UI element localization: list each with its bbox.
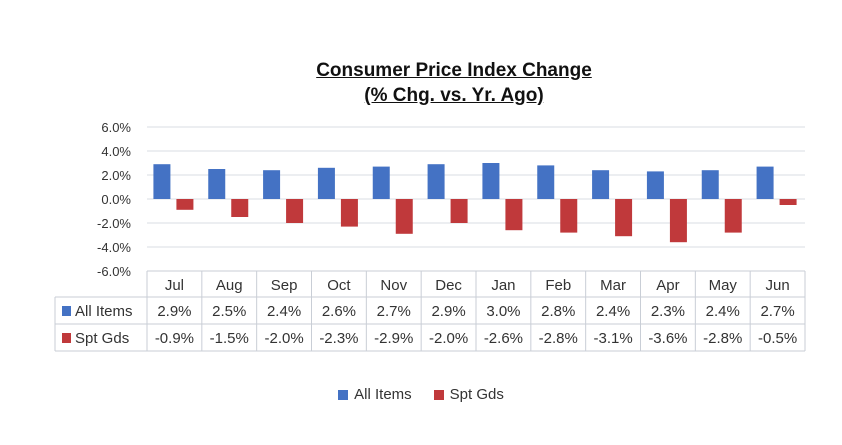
x-tick-label: Jan [491, 277, 515, 294]
x-tick-label: May [709, 277, 738, 294]
bar-spt-gds [395, 199, 413, 234]
data-label: 2.9% [157, 303, 191, 320]
bar-spt-gds [779, 199, 797, 205]
bar-all-items [756, 166, 774, 199]
chart-title: Consumer Price Index Change (% Chg. vs. … [0, 58, 842, 108]
legend-swatch-all-items [338, 389, 349, 400]
data-label: -1.5% [210, 330, 249, 347]
data-label: -0.5% [758, 330, 797, 347]
bar-spt-gds [340, 199, 358, 227]
bar-spt-gds [176, 199, 194, 210]
x-tick-label: Jun [765, 277, 789, 294]
x-tick-label: Sep [271, 277, 298, 294]
bars [153, 163, 797, 243]
data-label: 2.4% [706, 303, 740, 320]
x-tick-label: Apr [656, 277, 679, 294]
bar-spt-gds [286, 199, 304, 223]
data-label: 2.4% [267, 303, 301, 320]
data-label: 2.8% [541, 303, 575, 320]
bar-all-items [317, 167, 335, 199]
data-label: 2.9% [431, 303, 465, 320]
data-label: -2.0% [264, 330, 303, 347]
bar-spt-gds [615, 199, 633, 237]
bar-all-items [537, 165, 555, 199]
data-label: -3.1% [593, 330, 632, 347]
y-tick-label: -4.0% [97, 240, 131, 255]
data-label: 2.7% [377, 303, 411, 320]
x-tick-label: Nov [380, 277, 407, 294]
y-axis: -6.0% -4.0% -2.0% 0.0% 2.0% 4.0% 6.0% [97, 120, 131, 279]
bar-all-items [646, 171, 664, 199]
x-tick-label: Mar [600, 277, 626, 294]
gridlines [147, 126, 805, 272]
bar-all-items [482, 163, 500, 199]
chart-title-line-2: (% Chg. vs. Yr. Ago) [364, 85, 544, 106]
bar-spt-gds [450, 199, 468, 223]
y-tick-label: 0.0% [101, 192, 131, 207]
data-label: -2.8% [539, 330, 578, 347]
bar-all-items [372, 166, 390, 199]
data-label: -2.9% [374, 330, 413, 347]
table-row-label-spt-gds: Spt Gds [75, 330, 129, 347]
legend-item-spt-gds: Spt Gds [433, 386, 504, 403]
table-row-label-all-items: All Items [75, 303, 133, 320]
bar-all-items [208, 169, 226, 199]
y-tick-label: 6.0% [101, 120, 131, 135]
data-label: 2.5% [212, 303, 246, 320]
x-tick-label: Dec [435, 277, 462, 294]
legend: All Items Spt Gds [0, 386, 842, 403]
data-label: -2.6% [484, 330, 523, 347]
x-tick-label: Feb [545, 277, 571, 294]
x-tick-label: Oct [327, 277, 351, 294]
bar-all-items [263, 170, 281, 199]
table-swatch-spt-gds [62, 333, 71, 343]
bar-spt-gds [724, 199, 742, 233]
bar-all-items [153, 164, 171, 199]
data-label: 2.6% [322, 303, 356, 320]
y-tick-label: 2.0% [101, 168, 131, 183]
x-tick-label: Aug [216, 277, 243, 294]
data-label: -0.9% [155, 330, 194, 347]
data-label: -2.3% [319, 330, 358, 347]
table-swatch-all-items [62, 306, 71, 316]
data-table: Jul Aug Sep Oct Nov Dec Jan Feb Mar Apr May Jun All … [54, 270, 806, 352]
data-label: -3.6% [648, 330, 687, 347]
bar-spt-gds [560, 199, 578, 233]
bar-spt-gds [669, 199, 687, 243]
x-tick-label: Jul [165, 277, 184, 294]
legend-label-spt-gds: Spt Gds [449, 386, 504, 403]
data-label: -2.0% [429, 330, 468, 347]
data-label: 2.4% [596, 303, 630, 320]
bar-spt-gds [505, 199, 523, 231]
legend-item-all-items: All Items [338, 386, 412, 403]
y-tick-label: -6.0% [97, 264, 131, 279]
y-tick-label: -2.0% [97, 216, 131, 231]
bar-all-items [701, 170, 719, 199]
chart-title-line-1: Consumer Price Index Change [316, 60, 592, 81]
bar-all-items [592, 170, 610, 199]
data-label: 3.0% [486, 303, 520, 320]
data-label: -2.8% [703, 330, 742, 347]
legend-swatch-spt-gds [433, 389, 444, 400]
bar-all-items [427, 164, 445, 199]
data-label: 2.7% [760, 303, 794, 320]
y-tick-label: 4.0% [101, 144, 131, 159]
legend-label-all-items: All Items [354, 386, 412, 403]
bar-spt-gds [231, 199, 249, 217]
data-label: 2.3% [651, 303, 685, 320]
